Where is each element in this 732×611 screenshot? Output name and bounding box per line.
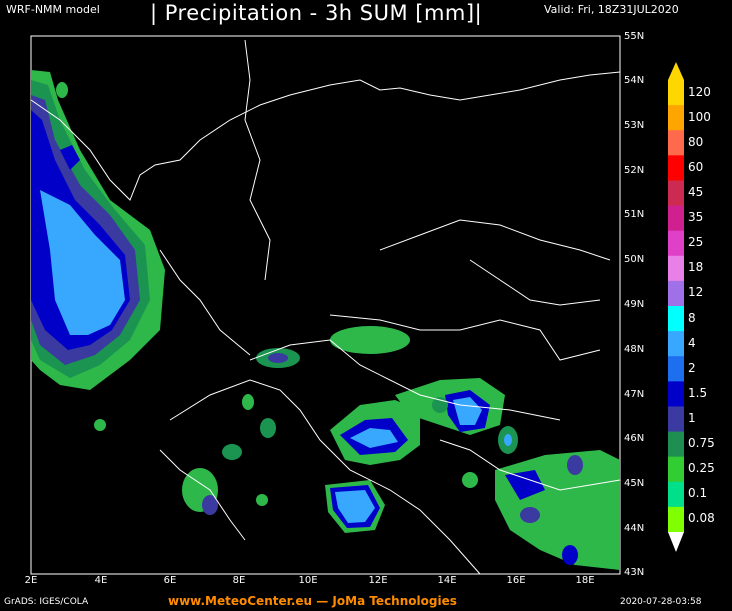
map-title: | Precipitation - 3h SUM [mm]| [150, 1, 483, 25]
colorbar-cap-top [668, 62, 684, 80]
lat-label: 53N [624, 120, 645, 131]
legend-label: 80 [688, 134, 704, 149]
legend-label: 60 [688, 159, 704, 174]
lon-label: 10E [298, 575, 318, 586]
lat-label: 55N [624, 31, 645, 42]
legend-label: 4 [688, 335, 696, 350]
lon-label: 8E [232, 575, 246, 586]
legend-label: 18 [688, 260, 704, 275]
colorbar-swatch [668, 255, 684, 282]
lat-label: 51N [624, 209, 645, 220]
grads-credit: GrADS: IGES/COLA [4, 597, 89, 607]
legend-label: 0.08 [688, 511, 715, 526]
timestamp: 2020-07-28-03:58 [620, 597, 702, 607]
colorbar-cap-bottom [668, 532, 684, 552]
lat-label: 49N [624, 299, 645, 310]
colorbar-swatch [668, 80, 684, 106]
lon-label: 16E [506, 575, 526, 586]
lat-label: 50N [624, 254, 645, 265]
legend-label: 1.5 [688, 385, 708, 400]
lat-label: 46N [624, 433, 645, 444]
model-label: WRF-NMM model [6, 3, 100, 16]
lat-label: 44N [624, 523, 645, 534]
colorbar-swatch [668, 331, 684, 357]
colorbar-swatch [668, 205, 684, 232]
legend-label: 100 [688, 109, 711, 124]
lon-label: 2E [24, 575, 38, 586]
legend-label: 0.75 [688, 436, 715, 451]
colorbar-swatch [668, 230, 684, 257]
colorbar-swatch [668, 456, 684, 483]
lat-label: 45N [624, 478, 645, 489]
colorbar-swatch [668, 481, 684, 508]
colorbar-swatch [668, 180, 684, 207]
lat-label: 52N [624, 165, 645, 176]
colorbar-swatch [668, 105, 684, 131]
colorbar-swatch [668, 130, 684, 156]
colorbar-swatch [668, 381, 684, 407]
lat-label: 48N [624, 344, 645, 355]
color-bar [668, 62, 684, 552]
colorbar-swatch [668, 406, 684, 433]
legend-label: 45 [688, 185, 704, 199]
legend-label: 120 [688, 84, 711, 99]
lat-label: 54N [624, 75, 645, 86]
lon-label: 6E [163, 575, 177, 586]
colorbar-swatch [668, 155, 684, 181]
colorbar-swatch [668, 356, 684, 382]
colorbar-swatch [668, 506, 684, 533]
colorbar-swatch [668, 431, 684, 458]
legend-label: 35 [688, 210, 704, 225]
legend-label: 8 [688, 310, 696, 325]
lon-label: 14E [437, 575, 457, 586]
borders [30, 39, 621, 575]
legend-label: 1 [688, 411, 696, 425]
legend-label: 12 [688, 285, 704, 300]
lon-label: 18E [575, 575, 595, 586]
lon-label: 12E [368, 575, 388, 586]
legend-label: 25 [688, 235, 704, 250]
lat-label: 47N [624, 389, 645, 400]
legend-label: 0.1 [688, 486, 708, 501]
lat-label: 43N [624, 567, 645, 578]
legend-label: 2 [688, 360, 696, 375]
colorbar-swatch [668, 306, 684, 332]
colorbar-swatch [668, 280, 684, 307]
brand-link[interactable]: www.MeteoCenter.eu — JoMa Technologies [168, 594, 457, 608]
valid-time: Valid: Fri, 18Z31JUL2020 [544, 3, 679, 16]
precip-field [31, 70, 620, 570]
lon-label: 4E [94, 575, 108, 586]
legend-label: 0.25 [688, 461, 715, 476]
